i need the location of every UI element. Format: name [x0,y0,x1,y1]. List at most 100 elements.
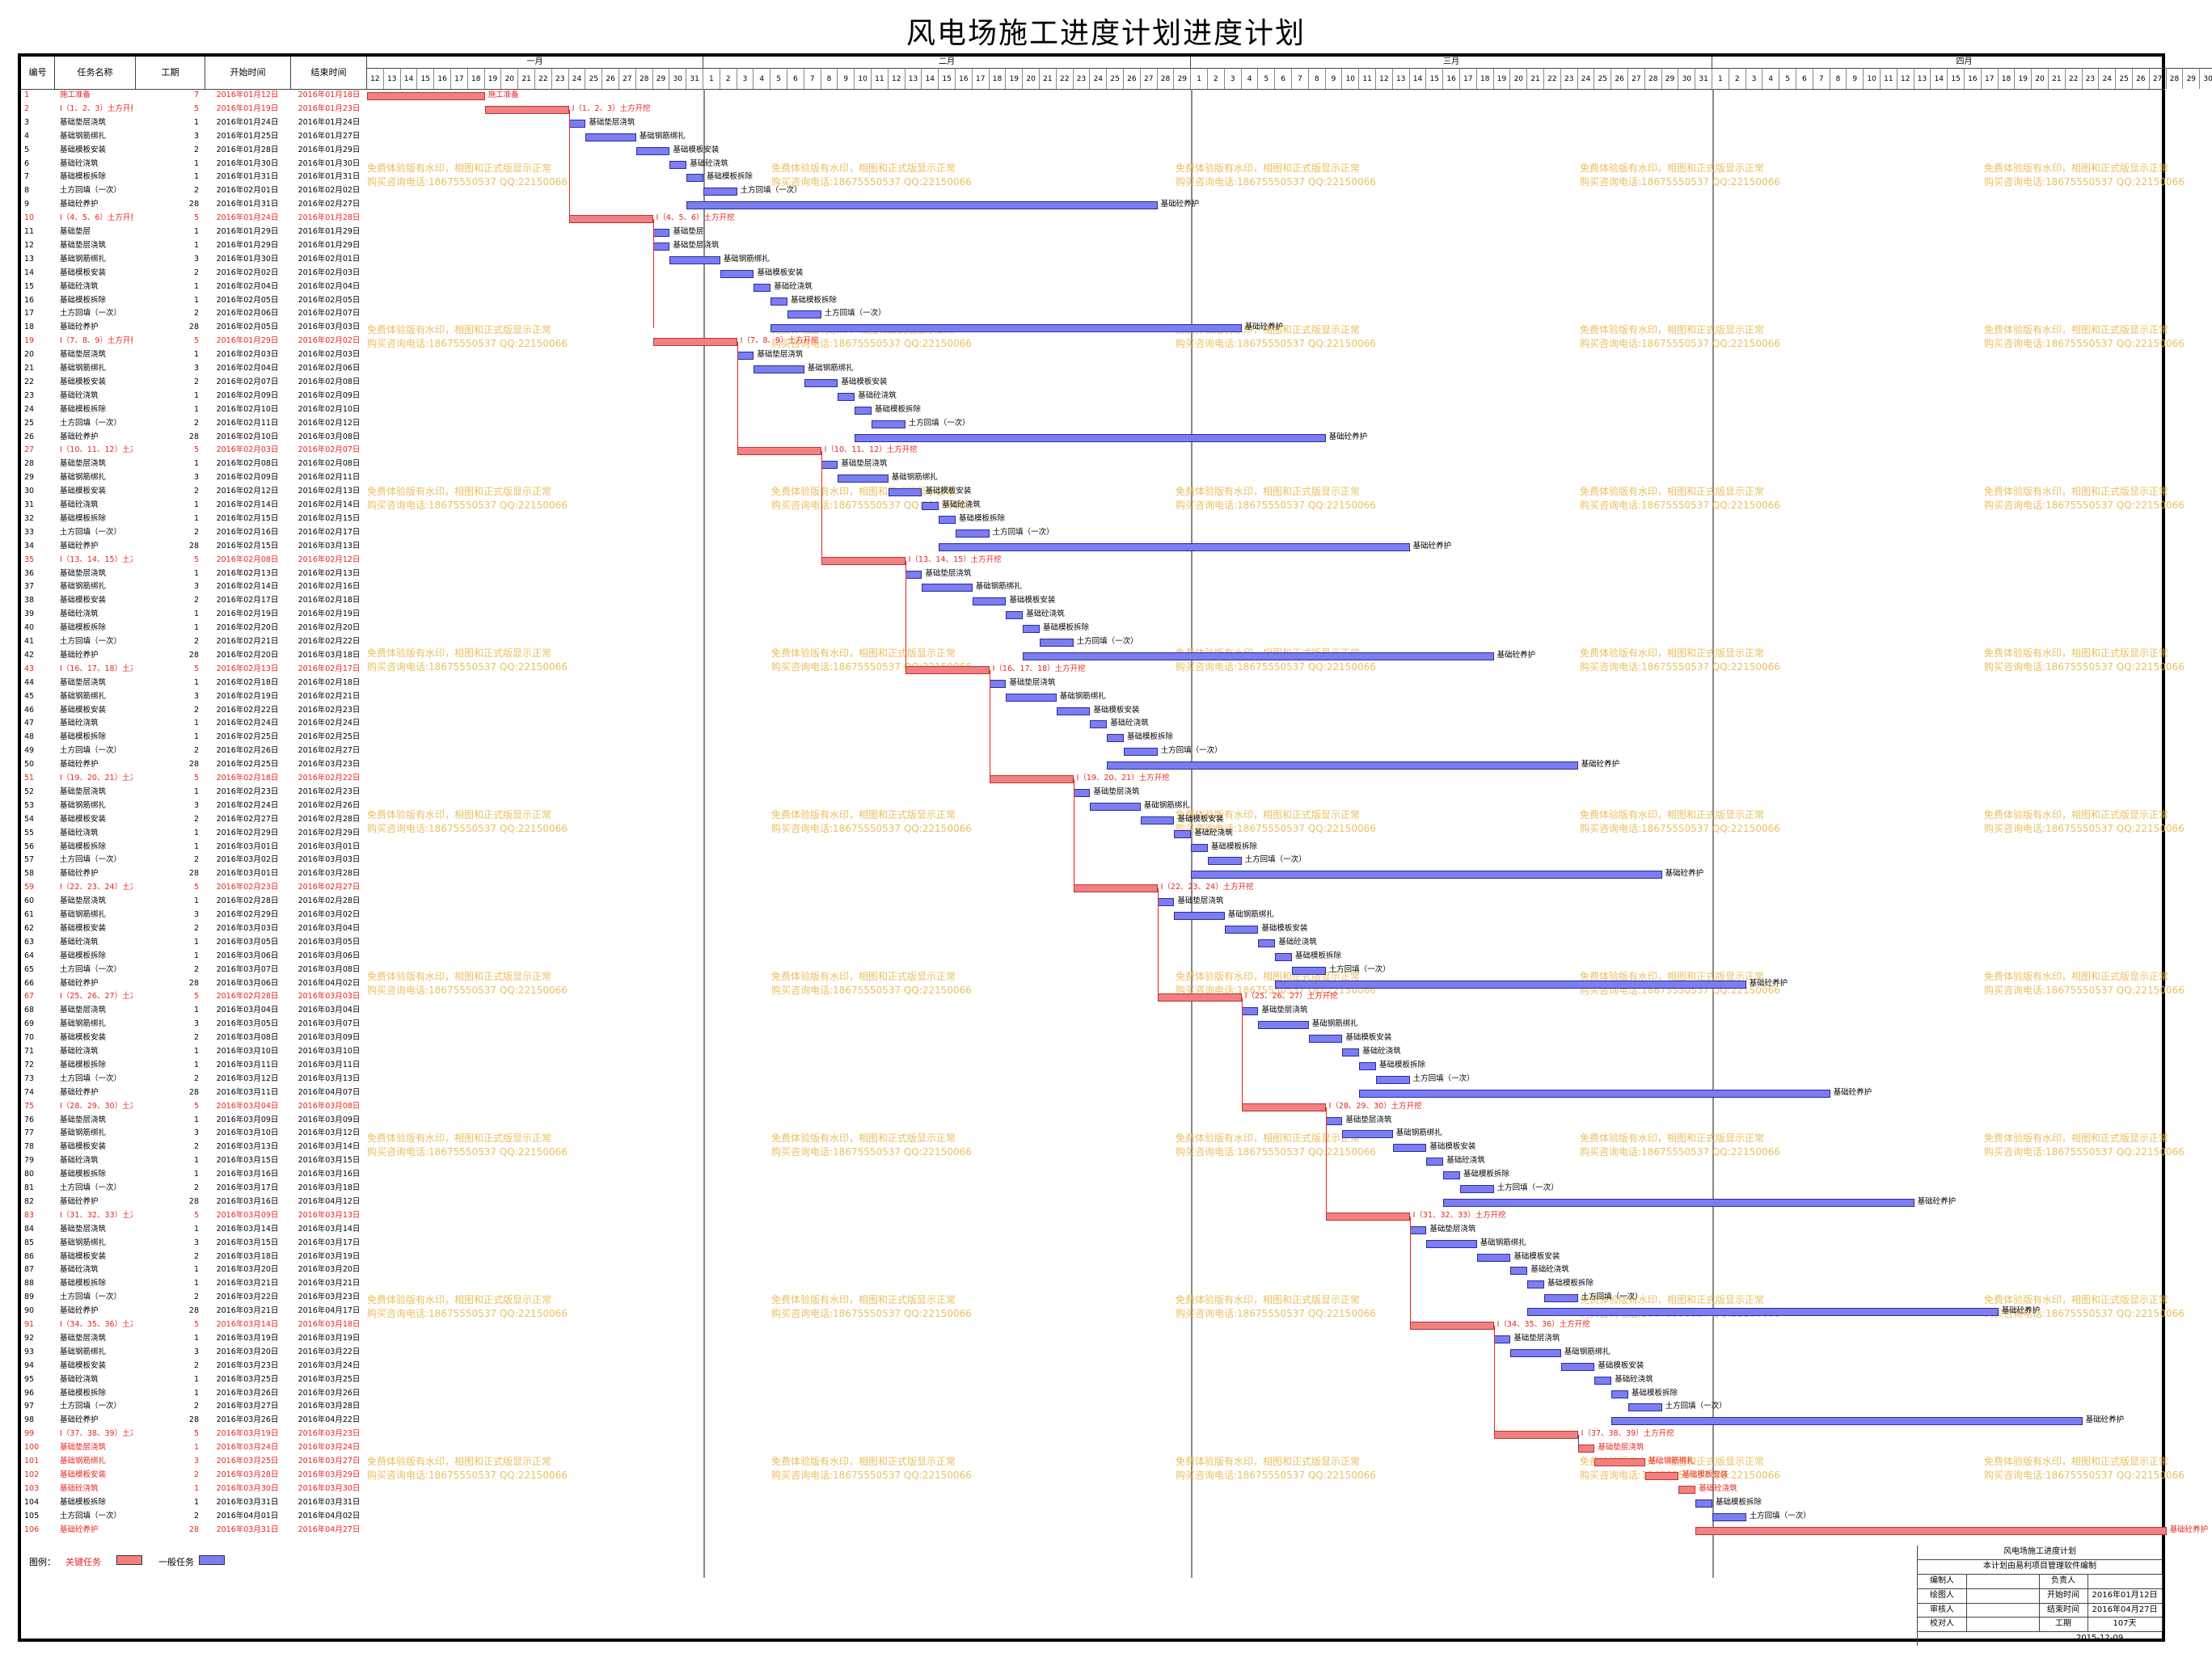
task-bar[interactable] [770,297,787,306]
task-bar[interactable] [1611,1390,1628,1398]
task-row[interactable]: 33 土方回填（一次） 2 2016年02月16日 2016年02月17日 [21,526,367,540]
task-row[interactable]: 19 I（7、8、9）土方开挖 5 2016年01月29日 2016年02月02日 [21,335,367,348]
task-bar[interactable] [1275,952,1292,961]
task-bar[interactable] [972,597,1007,606]
task-bar[interactable] [703,188,737,196]
task-bar[interactable] [585,133,636,141]
task-row[interactable]: 105 土方回填（一次） 2 2016年04月01日 2016年04月02日 [21,1510,367,1524]
task-row[interactable]: 76 基础垫层浇筑 1 2016年03月09日 2016年03月09日 [21,1114,367,1128]
task-bar[interactable] [686,174,703,183]
critical-task-bar[interactable] [1073,884,1158,893]
task-row[interactable]: 80 基础模板拆除 1 2016年03月16日 2016年03月16日 [21,1168,367,1182]
task-row[interactable]: 104 基础模板拆除 1 2016年03月31日 2016年03月31日 [21,1496,367,1510]
task-bar[interactable] [838,474,889,483]
task-bar[interactable] [1224,925,1259,934]
task-row[interactable]: 39 基础砼浇筑 1 2016年02月19日 2016年02月19日 [21,608,367,622]
task-row[interactable]: 8 土方回填（一次） 2 2016年02月01日 2016年02月02日 [21,184,367,198]
task-row[interactable]: 48 基础模板拆除 1 2016年02月25日 2016年02月25日 [21,731,367,744]
task-row[interactable]: 81 土方回填（一次） 2 2016年03月17日 2016年03月18日 [21,1182,367,1196]
task-row[interactable]: 17 土方回填（一次） 2 2016年02月06日 2016年02月07日 [21,307,367,321]
task-row[interactable]: 10 I（4、5、6）土方开挖 5 2016年01月24日 2016年01月28日 [21,212,367,226]
task-bar[interactable] [1594,1376,1612,1385]
task-row[interactable]: 16 基础模板拆除 1 2016年02月05日 2016年02月05日 [21,294,367,308]
task-bar[interactable] [956,529,990,538]
task-row[interactable]: 69 基础钢筋绑扎 3 2016年03月05日 2016年03月07日 [21,1018,367,1031]
task-row[interactable]: 31 基础砼浇筑 1 2016年02月14日 2016年02月14日 [21,499,367,512]
task-row[interactable]: 97 土方回填（一次） 2 2016年03月27日 2016年03月28日 [21,1400,367,1414]
task-row[interactable]: 95 基础砼浇筑 1 2016年03月25日 2016年03月25日 [21,1373,367,1387]
task-row[interactable]: 72 基础模板拆除 1 2016年03月11日 2016年03月11日 [21,1059,367,1073]
task-bar[interactable] [1359,1089,1830,1098]
task-row[interactable]: 15 基础砼浇筑 1 2016年02月04日 2016年02月04日 [21,280,367,294]
task-row[interactable]: 40 基础模板拆除 1 2016年02月20日 2016年02月20日 [21,622,367,635]
task-row[interactable]: 73 土方回填（一次） 2 2016年03月12日 2016年03月13日 [21,1073,367,1086]
critical-task-bar[interactable] [1325,1212,1410,1221]
task-bar[interactable] [1124,748,1158,757]
task-bar[interactable] [1023,625,1040,634]
task-row[interactable]: 27 I（10、11、12）土方开挖 5 2016年02月03日 2016年02月07日 [21,444,367,458]
task-bar[interactable] [804,378,838,387]
task-row[interactable]: 78 基础模板安装 2 2016年03月13日 2016年03月14日 [21,1141,367,1154]
task-bar[interactable] [1275,980,1746,989]
task-row[interactable]: 6 基础砼浇筑 1 2016年01月30日 2016年01月30日 [21,158,367,171]
task-row[interactable]: 9 基础砼养护 28 2016年01月31日 2016年02月27日 [21,198,367,212]
task-bar[interactable] [686,201,1158,210]
task-bar[interactable] [989,679,1007,688]
critical-task-bar[interactable] [1157,993,1242,1002]
task-row[interactable]: 46 基础模板安装 2 2016年02月22日 2016年02月23日 [21,704,367,718]
critical-task-bar[interactable] [568,215,653,224]
task-row[interactable]: 23 基础砼浇筑 1 2016年02月09日 2016年02月09日 [21,390,367,403]
task-row[interactable]: 77 基础钢筋绑扎 3 2016年03月10日 2016年03月12日 [21,1127,367,1141]
task-row[interactable]: 83 I（31、32、33）土方开挖 5 2016年03月09日 2016年03月13日 [21,1209,367,1223]
task-bar[interactable] [821,461,838,470]
task-row[interactable]: 92 基础垫层浇筑 1 2016年03月19日 2016年03月19日 [21,1332,367,1346]
task-bar[interactable] [1544,1294,1578,1303]
task-bar[interactable] [1510,1348,1561,1357]
task-row[interactable]: 5 基础模板安装 2 2016年01月28日 2016年01月29日 [21,144,367,158]
task-row[interactable]: 37 基础钢筋绑扎 3 2016年02月14日 2016年02月16日 [21,580,367,594]
task-row[interactable]: 63 基础砼浇筑 1 2016年03月05日 2016年03月05日 [21,936,367,950]
task-bar[interactable] [1090,720,1108,729]
task-row[interactable]: 82 基础砼养护 28 2016年03月16日 2016年04月12日 [21,1196,367,1209]
task-row[interactable]: 99 I（37、38、39）土方开挖 5 2016年03月19日 2016年03月23日 [21,1428,367,1441]
task-bar[interactable] [1308,1035,1343,1044]
task-row[interactable]: 91 I（34、35、36）土方开挖 5 2016年03月14日 2016年03月18日 [21,1318,367,1332]
task-row[interactable]: 56 基础模板拆除 1 2016年03月01日 2016年03月01日 [21,841,367,854]
task-row[interactable]: 54 基础模板安装 2 2016年02月27日 2016年02月28日 [21,813,367,827]
task-bar[interactable] [1107,734,1124,743]
task-bar[interactable] [1056,706,1091,715]
task-bar[interactable] [1712,1512,1746,1521]
task-bar[interactable] [1040,639,1074,647]
task-bar[interactable] [1140,816,1175,825]
task-row[interactable]: 18 基础砼养护 28 2016年02月05日 2016年03月03日 [21,321,367,335]
task-row[interactable]: 61 基础钢筋绑扎 3 2016年02月29日 2016年03月02日 [21,909,367,922]
task-bar[interactable] [1191,843,1208,852]
task-bar[interactable] [888,488,922,497]
task-bar[interactable] [1107,761,1578,770]
task-row[interactable]: 21 基础钢筋绑扎 3 2016年02月04日 2016年02月06日 [21,362,367,376]
task-bar[interactable] [838,392,855,401]
critical-task-bar[interactable] [821,556,905,565]
critical-task-bar[interactable] [1678,1485,1696,1494]
task-row[interactable]: 51 I（19、20、21）土方开挖 5 2016年02月18日 2016年02月22日 [21,772,367,786]
task-row[interactable]: 96 基础模板拆除 1 2016年03月26日 2016年03月26日 [21,1387,367,1401]
task-row[interactable]: 36 基础垫层浇筑 1 2016年02月13日 2016年02月13日 [21,567,367,581]
task-bar[interactable] [1342,1048,1360,1057]
task-row[interactable]: 30 基础模板安装 2 2016年02月12日 2016年02月13日 [21,485,367,499]
task-bar[interactable] [1392,1144,1427,1153]
critical-task-bar[interactable] [1241,1103,1326,1111]
task-row[interactable]: 44 基础垫层浇筑 1 2016年02月18日 2016年02月18日 [21,677,367,690]
critical-task-bar[interactable] [1577,1445,1595,1453]
task-row[interactable]: 90 基础砼养护 28 2016年03月21日 2016年04月17日 [21,1305,367,1318]
task-bar[interactable] [1174,912,1225,920]
task-bar[interactable] [635,146,670,155]
task-row[interactable]: 79 基础砼浇筑 1 2016年03月15日 2016年03月15日 [21,1154,367,1168]
task-row[interactable]: 35 I（13、14、15）土方开挖 5 2016年02月08日 2016年02月12日 [21,554,367,567]
task-row[interactable]: 74 基础砼养护 28 2016年03月11日 2016年04月07日 [21,1086,367,1100]
task-bar[interactable] [1611,1417,2083,1426]
task-row[interactable]: 28 基础垫层浇筑 1 2016年02月08日 2016年02月08日 [21,458,367,471]
task-bar[interactable] [1006,611,1024,620]
task-bar[interactable] [1208,857,1242,866]
critical-task-bar[interactable] [1695,1526,2167,1535]
task-bar[interactable] [787,310,821,319]
